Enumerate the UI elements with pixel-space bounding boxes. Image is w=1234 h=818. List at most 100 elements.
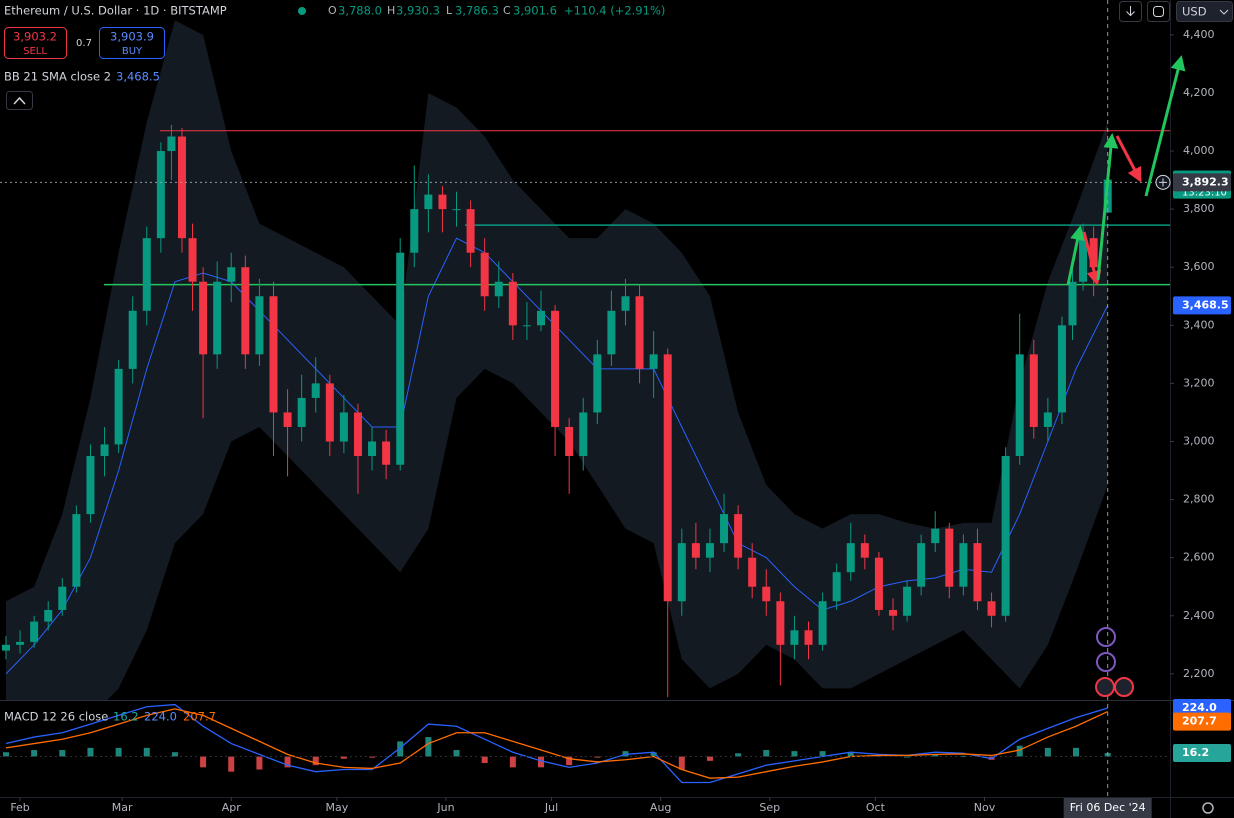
ohlc-label: H	[387, 4, 395, 17]
refresh-icon	[1153, 6, 1164, 17]
ohlc-label: C	[503, 4, 511, 17]
y-tick-label: 3,800	[1183, 202, 1215, 215]
macd-histogram-bar	[650, 752, 657, 757]
y-tick-label: 3,400	[1183, 318, 1215, 331]
dropdown-icon	[1219, 9, 1229, 15]
candle-body	[903, 586, 912, 616]
candle-body	[438, 194, 447, 210]
candle-body	[1, 644, 10, 651]
candle-body	[167, 136, 176, 152]
candle-body	[16, 641, 25, 645]
macd-pane	[0, 703, 1170, 784]
sell-button[interactable]	[4, 27, 67, 59]
candle-body	[959, 543, 968, 587]
candle-body	[1001, 456, 1010, 616]
symbol-title: Ethereum / U.S. Dollar · 1D · BITSTAMP	[4, 4, 227, 18]
macd-histogram-bar	[904, 756, 911, 758]
macd-histogram-bar	[960, 755, 967, 757]
candle-body	[691, 543, 700, 558]
macd-histogram-bar	[847, 752, 854, 757]
macd-hist-value: 16.2	[113, 710, 139, 724]
ohlc-label: O	[328, 4, 337, 17]
macd-histogram-bar	[171, 752, 178, 757]
indicator-legend: BB 21 SMA close 2	[4, 70, 111, 84]
macd-histogram-bar	[31, 750, 38, 757]
candle-body	[368, 441, 377, 457]
candle-body	[396, 252, 405, 465]
y-tick-label: 2,600	[1183, 551, 1215, 564]
candle-body	[177, 136, 186, 239]
candle-body	[1089, 238, 1098, 268]
crosshair-date: Fri 06 Dec '24	[1070, 801, 1146, 814]
candle-body	[188, 238, 197, 282]
macd-histogram-bar	[1073, 747, 1080, 757]
status-dot	[298, 7, 306, 15]
candle-body	[114, 368, 123, 445]
candle-body	[917, 543, 926, 587]
macd-histogram-bar	[425, 737, 432, 757]
candle-body	[987, 601, 996, 616]
buy-button[interactable]	[99, 27, 165, 59]
candle-body	[241, 267, 250, 355]
candle-body	[494, 281, 503, 297]
macd-histogram-bar	[340, 756, 347, 759]
signal-tag: 207.7	[1182, 715, 1217, 728]
macd-histogram-bar	[284, 756, 291, 768]
countdown: 13:23:10	[1182, 188, 1227, 199]
candle-body	[776, 601, 785, 645]
candle-body	[199, 281, 208, 355]
currency-select[interactable]	[1176, 1, 1233, 22]
candle-body	[663, 354, 672, 602]
candle-body	[720, 514, 729, 544]
ohlc-value: 3,788.0	[338, 4, 382, 18]
ohlc-value: 3,930.3	[396, 4, 440, 18]
macd-tag: 224.0	[1182, 701, 1217, 714]
x-tick-label: Sep	[759, 801, 780, 814]
x-tick-label: Mar	[112, 801, 133, 814]
macd-histogram-bar	[200, 756, 207, 768]
event-icon[interactable]	[1095, 677, 1115, 697]
event-icon[interactable]	[1096, 652, 1116, 672]
candle-body	[1068, 281, 1077, 326]
macd-histogram-bar	[87, 747, 94, 757]
y-tick-label: 4,000	[1183, 144, 1215, 157]
macd-histogram-bar	[791, 751, 798, 757]
candle-body	[1057, 325, 1066, 413]
candle-body	[846, 543, 855, 573]
macd-legend: MACD 12 26 close	[4, 710, 108, 724]
candle-body	[734, 514, 743, 558]
event-icon[interactable]	[1114, 677, 1134, 697]
download-icon	[1126, 6, 1135, 17]
refresh-button[interactable]	[1147, 1, 1170, 22]
x-tick-label: May	[325, 801, 348, 814]
overlay	[1066, 55, 1186, 697]
candle-body	[508, 281, 517, 326]
macd-histogram-bar	[819, 751, 826, 757]
candle-body	[58, 586, 67, 610]
macd-histogram-bar	[143, 747, 150, 757]
sell-price: 3,903.2	[13, 30, 57, 44]
settings-icon[interactable]	[1202, 802, 1214, 814]
candle-body	[677, 543, 686, 602]
collapse-button[interactable]	[6, 91, 33, 110]
candle-body	[607, 310, 616, 355]
macd-tag-bg	[1173, 699, 1231, 718]
candle-body	[818, 601, 827, 645]
candle-body	[44, 609, 53, 622]
candle-body	[832, 572, 841, 602]
candle-body	[579, 412, 588, 457]
drawing-arrow	[1066, 225, 1085, 286]
candle-body	[748, 557, 757, 587]
candle-body	[424, 194, 433, 210]
candle-body	[874, 557, 883, 610]
ohlc-value: 3,786.3	[455, 4, 499, 18]
macd-histogram-bar	[256, 756, 263, 770]
macd-line	[5, 703, 1108, 784]
x-tick-label: Feb	[10, 801, 29, 814]
candle-body	[480, 252, 489, 297]
macd-histogram-bar	[678, 756, 685, 770]
macd-histogram-bar	[538, 756, 545, 768]
macd-histogram-bar	[735, 753, 742, 757]
event-icon[interactable]	[1096, 627, 1116, 647]
